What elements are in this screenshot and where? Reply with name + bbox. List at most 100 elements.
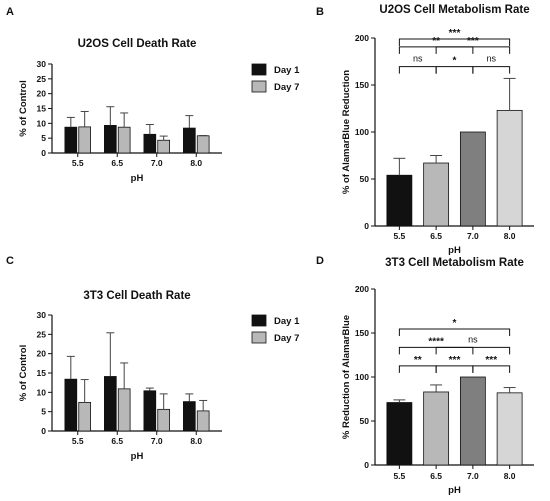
y-tick-label: 150	[355, 80, 369, 90]
bar-day-7	[196, 135, 210, 154]
legend-swatch	[251, 331, 267, 344]
y-tick-label: 200	[355, 284, 369, 294]
x-tick-label: 7.0	[151, 436, 163, 446]
x-axis-label: pH	[448, 485, 461, 496]
bar	[496, 392, 523, 466]
y-tick-label: 5	[41, 407, 46, 417]
y-tick-label: 0	[364, 221, 369, 231]
bar-day-7	[157, 408, 171, 432]
x-tick-label: 8.0	[504, 471, 516, 481]
y-tick-label: 15	[37, 104, 47, 114]
x-tick-label: 5.5	[72, 158, 84, 168]
bar-day-7	[117, 126, 131, 154]
y-tick-label: 100	[355, 372, 369, 382]
y-tick-label: 100	[355, 127, 369, 137]
y-axis-label: % of Control	[18, 80, 29, 136]
bar-day-1	[143, 390, 157, 432]
x-tick-label: 7.0	[467, 231, 479, 241]
chart-title: U2OS Cell Metabolism Rate	[379, 4, 529, 16]
significance-label: ns	[468, 334, 478, 344]
significance-label: **	[414, 355, 422, 366]
significance-label: *	[453, 56, 457, 67]
y-tick-label: 10	[37, 387, 47, 397]
x-tick-label: 5.5	[393, 231, 405, 241]
panel-label-b: B	[316, 6, 324, 18]
significance-bracket	[435, 46, 511, 54]
significance-bracket	[435, 66, 474, 74]
legend-label: Day 1	[274, 65, 300, 76]
significance-label: ***	[467, 36, 479, 47]
bar-day-1	[104, 125, 117, 154]
y-axis-label: % of AlamarBlue Reduction	[341, 70, 352, 194]
bar-day-1	[104, 376, 117, 432]
bar	[386, 174, 413, 227]
x-tick-label: 8.0	[504, 231, 516, 241]
y-tick-label: 20	[37, 349, 47, 359]
y-axis-label: % Reduction of AlamarBlue	[341, 315, 352, 439]
significance-label: ***	[449, 355, 461, 366]
chart-title: U2OS Cell Death Rate	[78, 38, 197, 50]
legend-swatch	[251, 63, 267, 76]
significance-bracket	[472, 66, 511, 74]
significance-bracket	[435, 365, 474, 373]
x-tick-label: 7.0	[467, 471, 479, 481]
bar	[459, 131, 486, 227]
y-axis-label: % of Control	[18, 345, 29, 401]
x-tick-label: 6.5	[111, 158, 123, 168]
panel-label-c: C	[6, 255, 14, 267]
significance-bracket	[398, 38, 511, 46]
y-tick-label: 15	[37, 368, 47, 378]
y-tick-label: 0	[41, 148, 46, 158]
x-tick-label: 7.0	[151, 158, 163, 168]
significance-bracket	[435, 346, 511, 355]
significance-label: ***	[449, 28, 461, 39]
legend-swatch	[251, 80, 267, 93]
x-tick-label: 6.5	[111, 436, 123, 446]
x-tick-label: 8.0	[190, 158, 202, 168]
significance-label: *	[453, 318, 457, 329]
x-tick-label: 6.5	[430, 231, 442, 241]
significance-label: ns	[486, 54, 496, 64]
y-tick-label: 30	[37, 310, 47, 320]
y-tick-label: 30	[37, 59, 47, 69]
bar-day-1	[182, 127, 196, 154]
significance-bracket	[472, 365, 511, 373]
bar	[496, 109, 523, 227]
significance-bracket	[398, 365, 437, 373]
chart-title: 3T3 Cell Metabolism Rate	[385, 257, 524, 269]
y-tick-label: 10	[37, 118, 47, 128]
x-axis-label: pH	[448, 245, 461, 256]
significance-bracket	[398, 66, 437, 74]
panel-label-a: A	[6, 6, 14, 18]
bar-day-7	[78, 401, 92, 432]
bar	[386, 402, 413, 466]
chart-panel-b: U2OS Cell Metabolism Rate 0 50 100 150 200 % o…	[341, 4, 534, 256]
bar	[423, 391, 450, 466]
bar-day-7	[117, 388, 131, 432]
y-tick-label: 150	[355, 328, 369, 338]
y-tick-label: 0	[364, 460, 369, 470]
legend-label: Day 7	[274, 82, 299, 93]
y-tick-label: 5	[41, 133, 46, 143]
bar-day-1	[143, 133, 157, 154]
panel-label-d: D	[316, 255, 324, 267]
bar-day-1	[182, 401, 196, 432]
x-axis-label: pH	[131, 173, 144, 184]
x-tick-label: 5.5	[72, 436, 84, 446]
bar	[423, 162, 450, 227]
chart-panel-c: 3T3 Cell Death Rate 0 5 10 15 20 25 30 % of Cont…	[18, 290, 300, 462]
legend-label: Day 1	[274, 316, 300, 327]
significance-label: ****	[428, 336, 444, 347]
chart-panel-a: U2OS Cell Death Rate 0 5 10 15 20 25 30 % of Con…	[18, 38, 300, 184]
bar-day-1	[64, 378, 78, 432]
significance-label: **	[432, 36, 440, 47]
x-axis-label: pH	[131, 451, 144, 462]
significance-label: ns	[413, 54, 423, 64]
y-tick-label: 25	[37, 74, 47, 84]
bar-day-7	[78, 126, 92, 154]
y-tick-label: 200	[355, 33, 369, 43]
legend-swatch	[251, 314, 267, 327]
significance-label: ***	[485, 355, 497, 366]
y-tick-label: 25	[37, 329, 47, 339]
